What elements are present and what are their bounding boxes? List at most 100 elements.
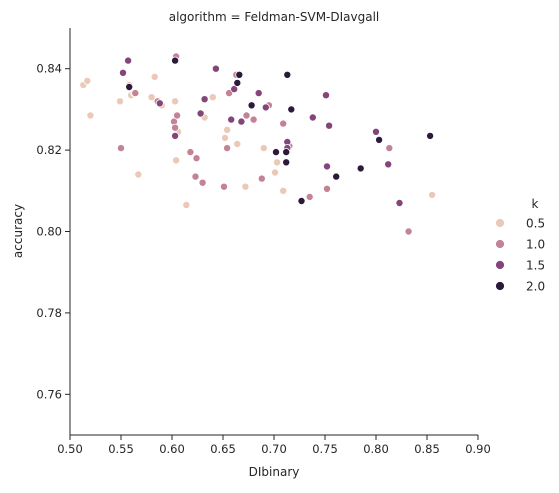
data-point [117,144,126,153]
y-tick-label: 0.76 [36,387,62,401]
x-tick-label: 0.60 [159,442,185,456]
data-point [172,156,181,165]
y-tick-label: 0.80 [36,225,62,239]
x-tick-label: 0.75 [312,442,338,456]
x-tick-label: 0.80 [363,442,389,456]
data-point [171,97,180,106]
data-point [384,160,393,169]
data-point [270,168,279,177]
legend-label: 1.5 [526,259,545,273]
data-point [220,133,229,142]
data-point [261,103,270,112]
data-point [200,95,209,104]
data-point [395,198,404,207]
legend-marker [495,218,505,228]
data-point [150,72,159,81]
data-point [282,148,291,157]
data-point [211,64,220,73]
data-point [227,115,236,124]
data-point [173,111,182,120]
y-tick-label: 0.82 [36,143,62,157]
data-point [230,85,239,94]
data-point [305,192,314,201]
y-axis-label: accuracy [11,204,25,258]
legend-label: 1.0 [526,238,545,252]
data-point [237,117,246,126]
data-point [131,89,140,98]
y-tick-label: 0.78 [36,306,62,320]
data-point [208,93,217,102]
legend-marker [495,260,505,270]
data-point [86,111,95,120]
data-point [259,144,268,153]
data-point [356,164,365,173]
data-point [249,115,258,124]
data-point [247,101,256,110]
x-axis-label: DIbinary [249,465,300,479]
legend-marker [495,281,505,291]
data-point [83,76,92,85]
data-point [119,68,128,77]
x-tick-label: 0.90 [465,442,491,456]
data-point [332,172,341,181]
data-point [297,196,306,205]
data-point [287,105,296,114]
data-point [282,158,291,167]
legend-title: k [532,197,539,211]
data-point [196,109,205,118]
data-point [404,227,413,236]
chart-title: algorithm = Feldman-SVM-DIavgall [169,10,380,24]
data-point [116,97,125,106]
data-point [428,190,437,199]
data-point [273,158,282,167]
data-point [235,70,244,79]
data-point [426,131,435,140]
data-point [182,200,191,209]
data-point [186,148,195,157]
data-point [271,148,280,157]
data-point [308,113,317,122]
data-point [171,131,180,140]
data-point [134,170,143,179]
data-point [155,99,164,108]
y-tick-label: 0.84 [36,62,62,76]
data-point [322,184,331,193]
x-tick-label: 0.65 [210,442,236,456]
x-tick-label: 0.85 [414,442,440,456]
data-point [279,186,288,195]
data-point [192,154,201,163]
data-point [257,174,266,183]
x-tick-label: 0.70 [261,442,287,456]
data-point [147,93,156,102]
data-point [171,56,180,65]
data-point [375,135,384,144]
data-point [254,89,263,98]
data-point [223,125,232,134]
x-tick-label: 0.55 [108,442,134,456]
data-point [283,70,292,79]
legend-label: 0.5 [526,217,545,231]
data-point [279,119,288,128]
data-point [171,123,180,132]
data-point [124,56,133,65]
data-point [242,111,251,120]
data-point [322,162,331,171]
data-point [371,127,380,136]
data-point [219,182,228,191]
data-point [321,91,330,100]
x-tick-label: 0.50 [57,442,83,456]
data-point [223,144,232,153]
data-point [325,121,334,130]
data-point [191,172,200,181]
data-point [198,178,207,187]
legend-marker [495,239,505,249]
legend-label: 2.0 [526,280,545,294]
data-point [385,144,394,153]
data-point [125,83,134,92]
legend: k 0.5 1.0 1.5 2.0 [495,197,545,294]
data-point [233,78,242,87]
data-point [241,182,250,191]
data-point [233,139,242,148]
